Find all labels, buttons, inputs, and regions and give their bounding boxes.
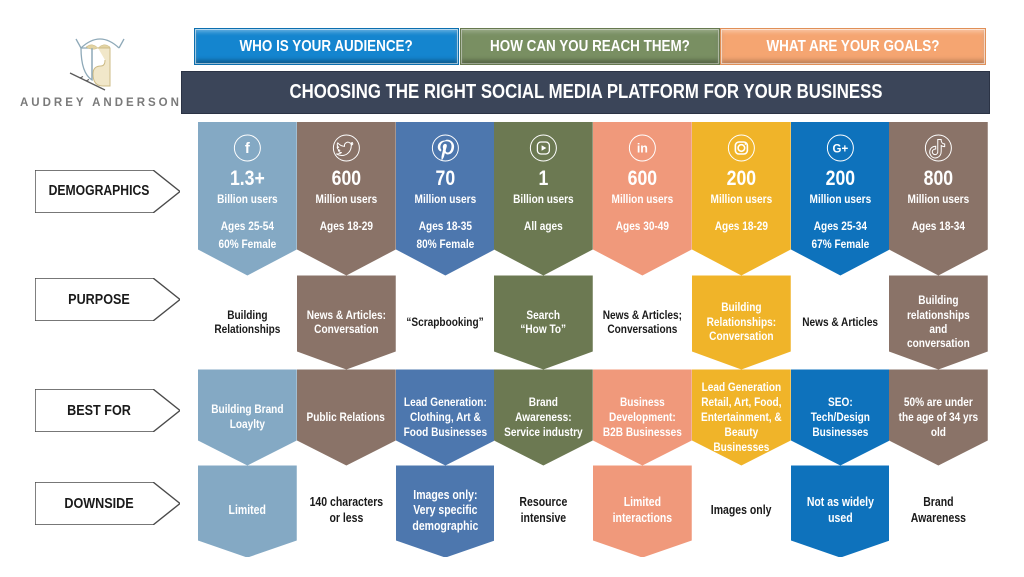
svg-text:G+: G+ <box>832 143 848 155</box>
svg-text:f: f <box>245 140 251 157</box>
svg-text:in: in <box>637 141 648 155</box>
